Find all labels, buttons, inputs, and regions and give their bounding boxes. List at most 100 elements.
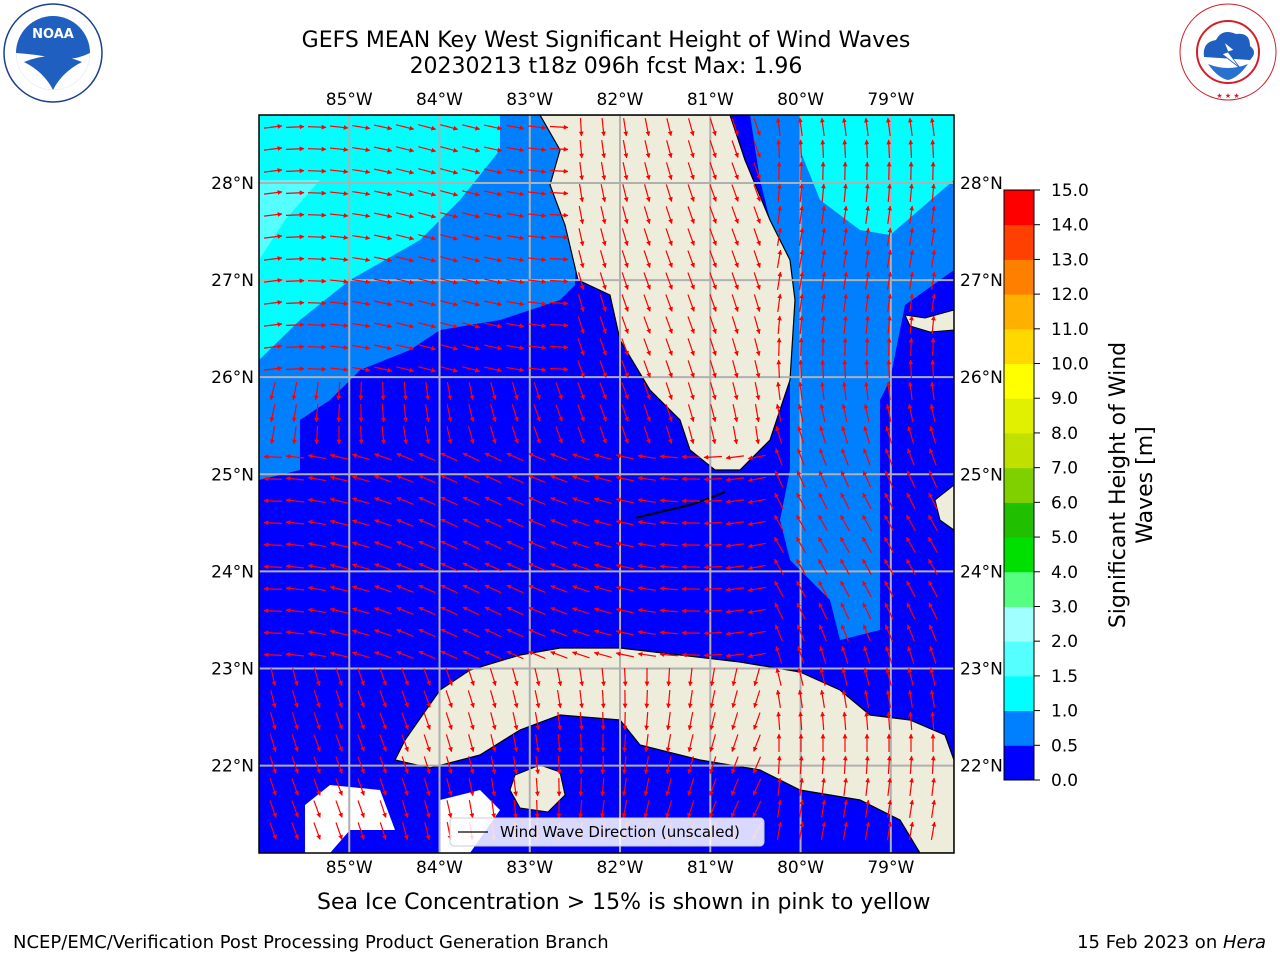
longitude-label: 82°W xyxy=(597,858,644,878)
wave-direction-arrow xyxy=(357,712,365,730)
wave-direction-arrow xyxy=(776,337,782,357)
wave-direction-arrow xyxy=(313,668,321,687)
wave-direction-arrow xyxy=(798,337,804,357)
wave-direction-arrow xyxy=(307,497,326,504)
colorbar-segment xyxy=(1004,328,1034,365)
wave-direction-arrow xyxy=(665,404,673,423)
wave-direction-arrow xyxy=(418,606,436,616)
wave-direction-arrow xyxy=(418,190,437,197)
wave-direction-arrow xyxy=(445,734,453,753)
wave-direction-arrow xyxy=(621,404,629,422)
wave-direction-arrow xyxy=(484,168,503,175)
wave-direction-arrow xyxy=(462,496,480,506)
wave-direction-arrow xyxy=(732,382,739,401)
wave-direction-arrow xyxy=(557,711,562,731)
wave-direction-arrow xyxy=(820,139,826,159)
wave-direction-arrow xyxy=(885,689,892,708)
longitude-label: 79°W xyxy=(867,858,914,878)
wave-direction-arrow xyxy=(796,580,806,598)
wave-direction-arrow xyxy=(841,425,849,444)
wave-direction-arrow xyxy=(468,382,475,401)
wave-direction-arrow xyxy=(908,359,914,379)
wave-direction-arrow xyxy=(572,651,590,659)
wave-direction-arrow xyxy=(578,228,585,247)
wave-direction-arrow xyxy=(886,139,892,159)
wave-direction-arrow xyxy=(462,168,481,175)
florida-keys-coast xyxy=(634,491,726,519)
wave-direction-arrow xyxy=(865,799,871,818)
wave-direction-arrow xyxy=(440,474,458,484)
wave-direction-arrow xyxy=(820,711,826,731)
wave-direction-arrow xyxy=(747,520,766,527)
wave-direction-arrow xyxy=(263,168,283,173)
wave-direction-arrow xyxy=(931,799,937,818)
wave-direction-arrow xyxy=(621,338,629,356)
wave-direction-arrow xyxy=(600,755,606,775)
wave-direction-arrow xyxy=(329,475,348,482)
wave-direction-arrow xyxy=(599,404,607,422)
wave-direction-arrow xyxy=(329,629,348,636)
wave-direction-arrow xyxy=(725,587,745,592)
wave-direction-arrow xyxy=(462,344,481,351)
wave-direction-arrow xyxy=(703,498,723,504)
wave-direction-arrow xyxy=(379,778,387,796)
wave-direction-arrow xyxy=(513,799,518,819)
wave-direction-arrow xyxy=(777,205,783,224)
wave-direction-arrow xyxy=(269,734,277,753)
wave-direction-arrow xyxy=(292,668,299,687)
latitude-label: 26°N xyxy=(960,368,1003,388)
wave-direction-arrow xyxy=(528,628,546,638)
wave-direction-arrow xyxy=(578,272,585,291)
wave-direction-arrow xyxy=(263,212,283,217)
footer-date: 15 Feb 2023 on Hera xyxy=(1077,932,1266,953)
wave-direction-arrow xyxy=(601,117,606,137)
wave-direction-arrow xyxy=(731,734,739,752)
wave-direction-arrow xyxy=(285,652,305,657)
longitude-label: 80°W xyxy=(777,858,824,878)
wave-direction-arrow xyxy=(930,821,937,840)
wave-direction-arrow xyxy=(462,190,481,197)
wave-direction-arrow xyxy=(512,712,519,731)
wave-direction-arrow xyxy=(549,146,569,152)
wave-direction-arrow xyxy=(842,711,848,731)
wave-direction-arrow xyxy=(329,323,349,328)
map-frame xyxy=(258,114,955,854)
wave-direction-arrow xyxy=(329,169,349,174)
wave-direction-arrow xyxy=(396,300,415,307)
wave-direction-arrow xyxy=(659,542,679,548)
wave-direction-arrow xyxy=(886,337,892,357)
wave-direction-arrow xyxy=(731,184,739,202)
wave-direction-arrow xyxy=(550,563,568,571)
wave-direction-arrow xyxy=(593,651,612,658)
wave-direction-arrow xyxy=(709,690,716,709)
wave-direction-arrow xyxy=(533,426,541,444)
wave-direction-arrow xyxy=(467,668,475,686)
wave-direction-arrow xyxy=(842,755,848,775)
wave-direction-arrow xyxy=(593,497,612,504)
wave-direction-arrow xyxy=(709,338,717,357)
wave-direction-arrow xyxy=(643,316,651,334)
wave-direction-arrow xyxy=(774,624,783,642)
wave-direction-arrow xyxy=(884,470,894,488)
wave-direction-arrow xyxy=(440,606,458,616)
wave-direction-arrow xyxy=(550,541,568,549)
wave-direction-arrow xyxy=(314,425,320,445)
wave-direction-arrow xyxy=(818,558,828,576)
wave-direction-arrow xyxy=(285,124,305,130)
wave-direction-arrow xyxy=(263,542,283,548)
wave-direction-arrow xyxy=(643,404,651,422)
wave-direction-arrow xyxy=(484,300,503,307)
wave-direction-arrow xyxy=(440,366,459,373)
wave-direction-arrow xyxy=(307,651,326,658)
wave-direction-arrow xyxy=(445,712,453,731)
wave-direction-arrow xyxy=(484,234,503,241)
wave-direction-arrow xyxy=(269,712,277,731)
colorbar-tick-label: 14.0 xyxy=(1051,216,1089,236)
colorbar-segment xyxy=(1004,190,1034,226)
wave-direction-arrow xyxy=(797,448,805,466)
wave-direction-arrow xyxy=(906,492,916,510)
wave-direction-arrow xyxy=(864,271,871,290)
wave-direction-arrow xyxy=(352,366,371,373)
wave-direction-arrow xyxy=(513,777,518,797)
wave-direction-arrow xyxy=(446,778,453,797)
